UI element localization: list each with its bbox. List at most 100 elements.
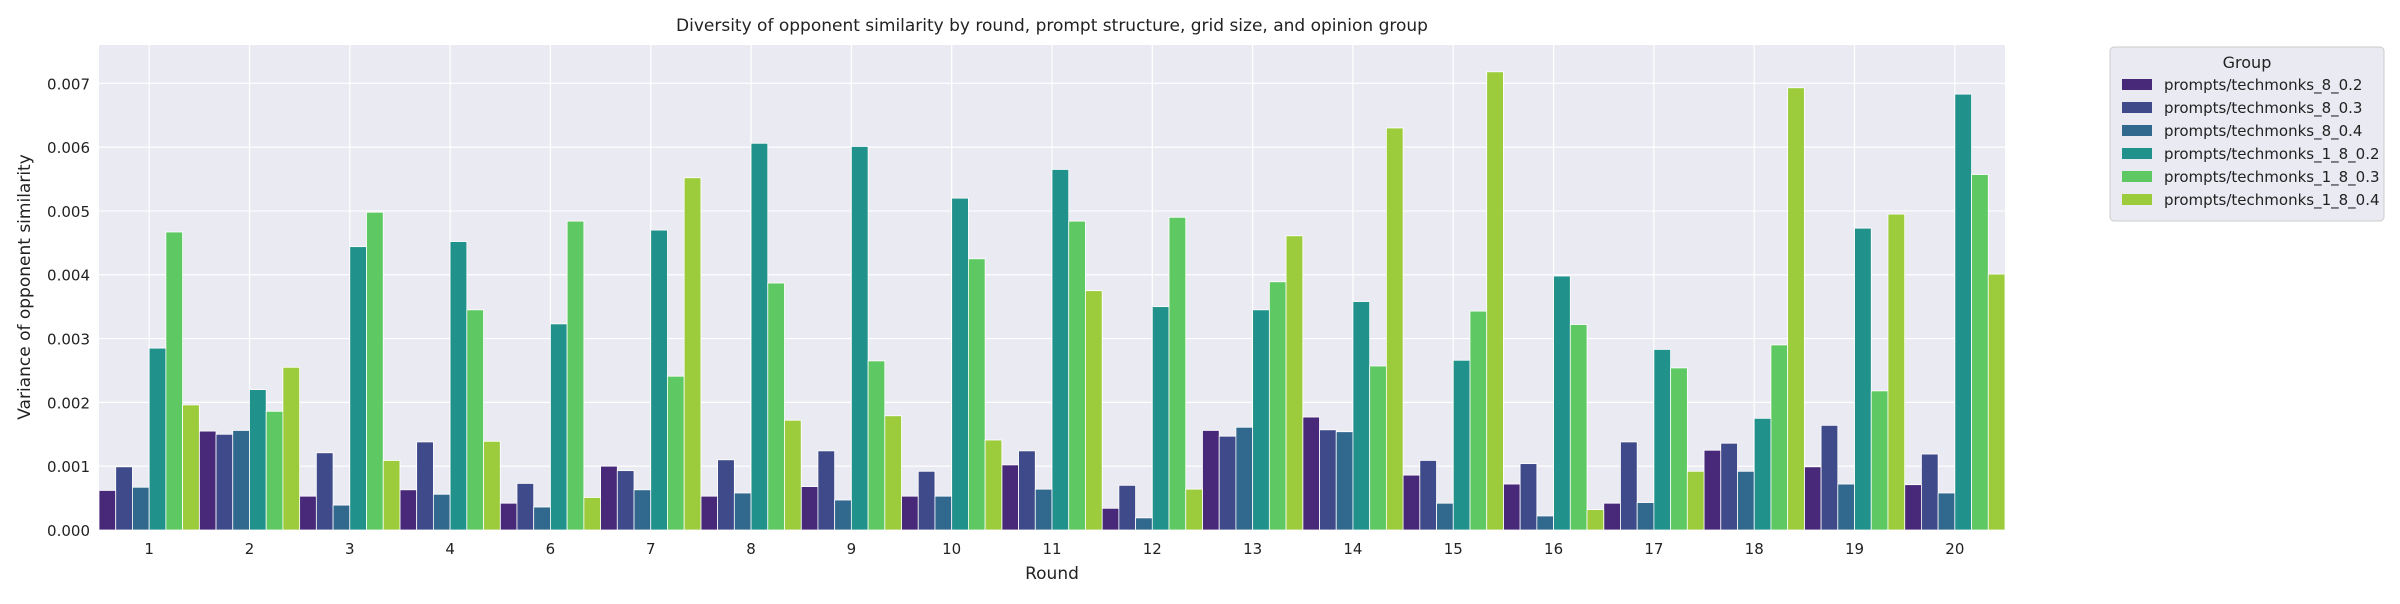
bar: [650, 229, 668, 531]
bar: [1285, 235, 1304, 531]
bar: [550, 323, 568, 531]
y-tick-label: 0.000: [47, 522, 90, 540]
bar: [767, 282, 785, 531]
bar: [282, 366, 301, 531]
bar: [182, 404, 200, 531]
x-tick-label: 6: [546, 540, 556, 558]
bar: [1686, 470, 1705, 531]
bar: [1670, 367, 1688, 531]
bar: [299, 495, 317, 531]
bar: [1753, 417, 1772, 531]
bar: [1101, 507, 1120, 531]
bar: [1703, 449, 1722, 531]
bar: [249, 389, 267, 531]
bar: [934, 495, 953, 531]
bar: [917, 470, 936, 531]
bar: [1987, 273, 2006, 531]
legend-label: prompts/techmonks_8_0.2: [2164, 76, 2362, 95]
x-tick-label: 14: [1343, 540, 1362, 558]
bar: [867, 360, 886, 531]
legend-box: [2109, 46, 2385, 222]
bar: [1252, 309, 1270, 531]
bar: [1620, 441, 1638, 531]
x-tick-label: 20: [1945, 540, 1964, 558]
x-tick-label: 10: [942, 540, 961, 558]
bar: [717, 459, 735, 531]
x-axis-ticks: 1 2 3 4 6 7 8 9 10 11 12 13 14 15 16 17 18 19 20: [144, 540, 1964, 558]
bar: [850, 146, 869, 531]
bar: [1787, 87, 1805, 531]
y-axis-label: Variance of opponent similarity: [15, 154, 35, 420]
legend-label: prompts/techmonks_1_8_0.2: [2164, 145, 2380, 164]
bar: [1536, 515, 1554, 531]
x-tick-label: 19: [1845, 540, 1864, 558]
bar: [232, 430, 250, 531]
bar: [416, 441, 434, 531]
bar: [1904, 484, 1922, 531]
bar: [382, 460, 401, 531]
bar: [1820, 424, 1839, 531]
bar: [1319, 429, 1337, 531]
bar: [1352, 301, 1371, 531]
bar: [817, 450, 836, 531]
bar: [1001, 464, 1019, 531]
bar: [1168, 216, 1187, 531]
bar: [1369, 365, 1387, 531]
bar: [148, 347, 167, 531]
legend-title: Group: [2223, 53, 2272, 72]
bar: [1034, 488, 1053, 531]
bar: [1268, 281, 1287, 531]
bar: [1202, 430, 1220, 531]
x-tick-label: 7: [646, 540, 656, 558]
bar: [165, 231, 183, 531]
y-tick-label: 0.007: [47, 75, 90, 93]
bar: [1653, 349, 1672, 531]
bar: [1870, 390, 1889, 531]
bar: [968, 258, 986, 531]
bar: [115, 466, 133, 531]
y-tick-label: 0.006: [47, 139, 90, 157]
bar: [483, 440, 501, 531]
bar: [834, 499, 852, 531]
bar: [1770, 344, 1789, 531]
legend-swatch: [2122, 125, 2152, 136]
x-tick-label: 2: [245, 540, 255, 558]
bar: [884, 415, 902, 531]
x-tick-label: 9: [847, 540, 857, 558]
y-tick-label: 0.002: [47, 394, 90, 412]
bar: [1720, 442, 1738, 531]
bar: [315, 452, 334, 531]
bar: [332, 504, 351, 531]
bar: [901, 495, 919, 531]
bar: [1486, 71, 1504, 531]
bar: [132, 486, 150, 531]
legend: Group prompts/techmonks_8_0.2 prompts/tec…: [2109, 46, 2385, 222]
legend-swatch: [2122, 148, 2152, 159]
bar: [1185, 488, 1203, 531]
bar: [1385, 127, 1404, 531]
bar: [1854, 227, 1872, 531]
bar: [1586, 509, 1605, 531]
y-tick-label: 0.004: [47, 267, 90, 285]
bar: [1335, 431, 1354, 531]
bar: [1519, 463, 1538, 531]
bar: [1151, 306, 1170, 531]
bar: [1569, 324, 1588, 531]
bar: [1419, 460, 1437, 531]
x-tick-label: 11: [1042, 540, 1061, 558]
bar: [1553, 275, 1571, 531]
x-tick-label: 3: [345, 540, 355, 558]
bar: [533, 506, 551, 531]
x-tick-label: 12: [1143, 540, 1162, 558]
bar: [1402, 474, 1421, 531]
bar: [1636, 502, 1655, 531]
x-tick-label: 16: [1544, 540, 1563, 558]
legend-label: prompts/techmonks_8_0.3: [2164, 99, 2362, 118]
bar: [750, 142, 769, 531]
bar: [1937, 492, 1956, 531]
bar: [1469, 310, 1488, 531]
bar: [1085, 290, 1103, 531]
bar: [1921, 453, 1939, 531]
